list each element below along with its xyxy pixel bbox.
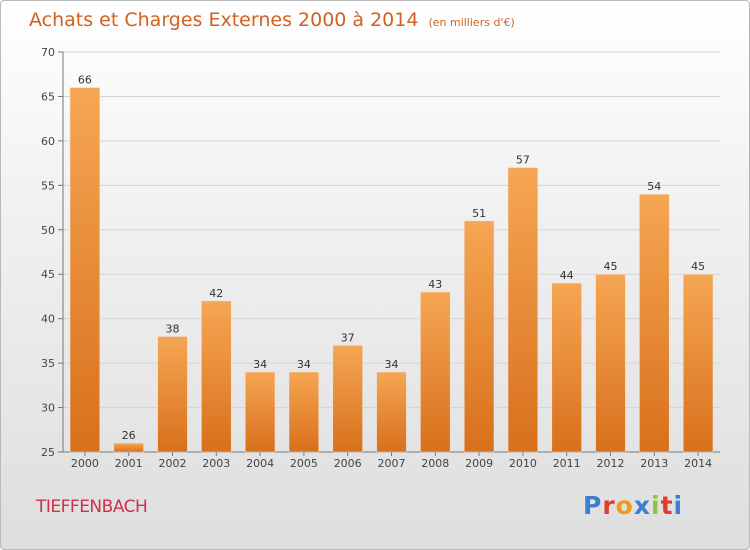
bar-2003 — [201, 300, 232, 453]
brand-letter: r — [602, 491, 616, 520]
bar-2002 — [157, 336, 188, 453]
bar-2008 — [420, 291, 451, 453]
x-tick-label-2005: 2005 — [290, 457, 318, 470]
x-tick-label-2011: 2011 — [553, 457, 581, 470]
y-tick-label-40: 40 — [41, 313, 55, 326]
value-label-2004: 34 — [253, 358, 267, 371]
value-label-2000: 66 — [78, 74, 92, 87]
brand-letter: i — [673, 491, 684, 520]
chart-title: Achats et Charges Externes 2000 à 2014 — [29, 9, 419, 31]
y-tick-label-25: 25 — [41, 446, 55, 459]
bar-2012 — [595, 273, 626, 453]
y-tick-label-45: 45 — [41, 268, 55, 281]
value-label-2013: 54 — [647, 180, 661, 193]
value-label-2007: 34 — [385, 358, 399, 371]
x-tick-label-2008: 2008 — [421, 457, 449, 470]
y-tick-label-55: 55 — [41, 179, 55, 192]
y-tick-label-50: 50 — [41, 224, 55, 237]
bar-2004 — [244, 371, 276, 453]
x-tick-label-2012: 2012 — [597, 457, 625, 470]
x-tick-label-2000: 2000 — [71, 457, 99, 470]
x-tick-label-2004: 2004 — [246, 457, 274, 470]
bar-2007 — [376, 371, 407, 453]
bars — [69, 87, 714, 453]
x-tick-label-2010: 2010 — [509, 457, 537, 470]
value-label-2014: 45 — [691, 260, 705, 273]
bar-2014 — [682, 273, 714, 453]
value-label-2001: 26 — [122, 429, 136, 442]
y-tick-label-35: 35 — [41, 357, 55, 370]
value-label-2009: 51 — [472, 207, 486, 220]
chart-subtitle: (en milliers d'€) — [428, 16, 515, 29]
brand-letter: P — [583, 491, 603, 520]
brand-letter: i — [651, 491, 661, 520]
x-tick-label-2001: 2001 — [115, 457, 143, 470]
y-tick-label-30: 30 — [41, 402, 55, 415]
bar-2009 — [463, 220, 495, 453]
location-label: TIEFFENBACH — [36, 497, 148, 517]
labels: 25 30 35 40 45 50 55 60 65 70 66 2000 26 2001 38 2002 42… — [41, 46, 712, 470]
brand-letter: o — [615, 491, 634, 520]
x-tick-label-2014: 2014 — [684, 457, 712, 470]
x-tick-label-2006: 2006 — [334, 457, 362, 470]
bar-2000 — [69, 87, 101, 453]
value-label-2006: 37 — [341, 331, 355, 344]
brand-letter: x — [633, 491, 651, 520]
bar-2011 — [551, 282, 582, 453]
value-label-2008: 43 — [428, 278, 442, 291]
bar-2001 — [113, 442, 144, 453]
value-label-2003: 42 — [209, 287, 223, 300]
bar-2013 — [639, 193, 670, 453]
value-label-2002: 38 — [166, 322, 180, 335]
value-label-2011: 44 — [560, 269, 574, 282]
brand-letter: t — [660, 491, 674, 520]
bar-2006 — [332, 345, 363, 453]
y-tick-label-60: 60 — [41, 135, 55, 148]
bar-2010 — [507, 167, 539, 453]
value-label-2005: 34 — [297, 358, 311, 371]
title-row: Achats et Charges Externes 2000 à 2014 (e… — [29, 9, 515, 31]
y-tick-label-65: 65 — [41, 90, 55, 103]
value-label-2012: 45 — [604, 260, 618, 273]
x-tick-label-2007: 2007 — [378, 457, 406, 470]
x-tick-label-2003: 2003 — [202, 457, 230, 470]
value-label-2010: 57 — [516, 154, 530, 167]
x-tick-label-2013: 2013 — [640, 457, 668, 470]
brand-logo: Proxiti — [583, 491, 683, 520]
x-tick-label-2002: 2002 — [159, 457, 187, 470]
bar-2005 — [288, 371, 320, 453]
x-tick-label-2009: 2009 — [465, 457, 493, 470]
y-tick-label-70: 70 — [41, 46, 55, 59]
